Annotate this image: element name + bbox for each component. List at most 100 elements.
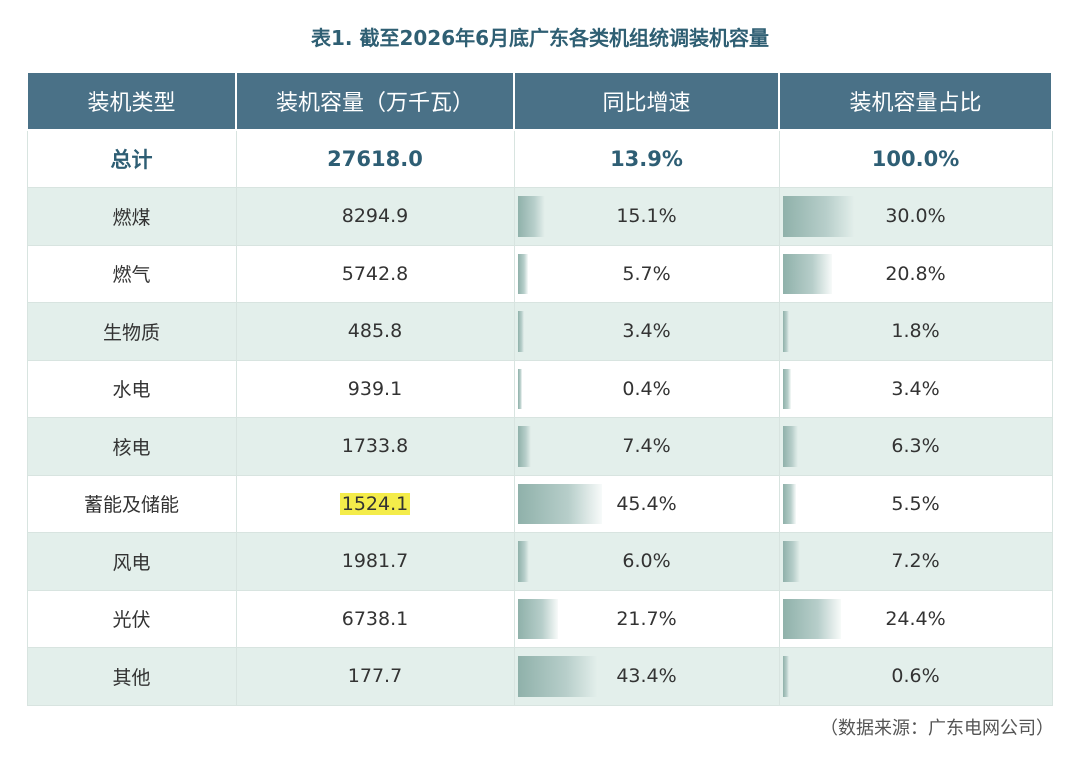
growth-bar [517, 253, 529, 294]
growth-bar [517, 656, 598, 697]
header-share: 装机容量占比 [778, 71, 1053, 131]
share-bar [782, 253, 833, 294]
share-bar [782, 368, 791, 409]
share-bar [782, 541, 800, 582]
growth-bar [517, 196, 546, 237]
cell-type: 燃气 [26, 244, 237, 303]
cell-growth: 7.4% [513, 417, 780, 476]
cell-capacity: 1524.1 [235, 474, 515, 533]
capacity-table: 装机类型 装机容量（万千瓦） 同比增速 装机容量占比 总计 27618.0 13… [26, 71, 1053, 706]
capacity-value: 485.8 [347, 320, 403, 343]
share-value: 5.5% [891, 492, 940, 515]
cell-type: 光伏 [26, 589, 237, 648]
header-row: 装机类型 装机容量（万千瓦） 同比增速 装机容量占比 [26, 71, 1053, 131]
cell-growth: 45.4% [513, 474, 780, 533]
capacity-value: 939.1 [347, 377, 403, 400]
cell-share: 20.8% [778, 244, 1053, 303]
cell-capacity: 177.7 [235, 647, 515, 706]
growth-value: 45.4% [616, 492, 677, 515]
share-bar [782, 598, 842, 639]
table-row: 燃气 5742.8 5.7% 20.8% [26, 244, 1053, 303]
capacity-value: 1733.8 [341, 435, 409, 458]
total-type: 总计 [26, 129, 237, 188]
cell-capacity: 6738.1 [235, 589, 515, 648]
share-bar [782, 311, 789, 352]
cell-type: 生物质 [26, 302, 237, 361]
capacity-value: 5742.8 [341, 262, 409, 285]
share-bar [782, 196, 855, 237]
growth-value: 3.4% [622, 320, 671, 343]
table-row: 燃煤 8294.9 15.1% 30.0% [26, 187, 1053, 246]
table-row: 其他 177.7 43.4% 0.6% [26, 647, 1053, 706]
cell-capacity: 8294.9 [235, 187, 515, 246]
cell-type: 燃煤 [26, 187, 237, 246]
cell-capacity: 1981.7 [235, 532, 515, 591]
cell-growth: 6.0% [513, 532, 780, 591]
share-value: 6.3% [891, 435, 940, 458]
cell-share: 0.6% [778, 647, 1053, 706]
table-row: 核电 1733.8 7.4% 6.3% [26, 417, 1053, 476]
share-bar [782, 426, 798, 467]
share-value: 7.2% [891, 550, 940, 573]
growth-bar [517, 368, 522, 409]
cell-growth: 43.4% [513, 647, 780, 706]
share-value: 1.8% [891, 320, 940, 343]
growth-value: 5.7% [622, 262, 671, 285]
header-type: 装机类型 [26, 71, 237, 131]
cell-type: 风电 [26, 532, 237, 591]
share-value: 30.0% [885, 205, 946, 228]
cell-type: 水电 [26, 359, 237, 418]
growth-bar [517, 541, 529, 582]
share-value: 3.4% [891, 377, 940, 400]
cell-growth: 21.7% [513, 589, 780, 648]
cell-type: 其他 [26, 647, 237, 706]
cell-capacity: 5742.8 [235, 244, 515, 303]
table-row: 蓄能及储能 1524.1 45.4% 5.5% [26, 474, 1053, 533]
cell-share: 3.4% [778, 359, 1053, 418]
header-growth: 同比增速 [513, 71, 780, 131]
share-bar [782, 656, 789, 697]
share-value: 20.8% [885, 262, 946, 285]
cell-growth: 5.7% [513, 244, 780, 303]
cell-share: 1.8% [778, 302, 1053, 361]
table-title: 表1. 截至2026年6月底广东各类机组统调装机容量 [310, 26, 770, 50]
cell-share: 7.2% [778, 532, 1053, 591]
table-row: 水电 939.1 0.4% 3.4% [26, 359, 1053, 418]
capacity-value: 177.7 [347, 665, 403, 688]
cell-capacity: 1733.8 [235, 417, 515, 476]
cell-growth: 3.4% [513, 302, 780, 361]
total-capacity: 27618.0 [235, 129, 515, 188]
total-row: 总计 27618.0 13.9% 100.0% [26, 129, 1053, 188]
table-row: 光伏 6738.1 21.7% 24.4% [26, 589, 1053, 648]
cell-share: 5.5% [778, 474, 1053, 533]
growth-value: 0.4% [622, 377, 671, 400]
growth-bar [517, 311, 524, 352]
cell-share: 30.0% [778, 187, 1053, 246]
table-row: 生物质 485.8 3.4% 1.8% [26, 302, 1053, 361]
growth-value: 15.1% [616, 205, 677, 228]
cell-share: 24.4% [778, 589, 1053, 648]
cell-capacity: 485.8 [235, 302, 515, 361]
share-value: 0.6% [891, 665, 940, 688]
growth-value: 7.4% [622, 435, 671, 458]
cell-type: 核电 [26, 417, 237, 476]
capacity-value: 1524.1 [339, 492, 411, 515]
growth-bar [517, 426, 532, 467]
cell-capacity: 939.1 [235, 359, 515, 418]
capacity-value: 8294.9 [341, 205, 409, 228]
growth-bar [517, 598, 558, 639]
cell-share: 6.3% [778, 417, 1053, 476]
cell-growth: 0.4% [513, 359, 780, 418]
growth-value: 43.4% [616, 665, 677, 688]
cell-type: 蓄能及储能 [26, 474, 237, 533]
table-row: 风电 1981.7 6.0% 7.2% [26, 532, 1053, 591]
growth-bar [517, 483, 602, 524]
capacity-value: 1981.7 [341, 550, 409, 573]
capacity-value: 6738.1 [341, 607, 409, 630]
share-bar [782, 483, 796, 524]
total-growth: 13.9% [513, 129, 780, 188]
total-share: 100.0% [778, 129, 1053, 188]
data-source: （数据来源：广东电网公司） [820, 718, 1054, 739]
share-value: 24.4% [885, 607, 946, 630]
header-capacity: 装机容量（万千瓦） [235, 71, 515, 131]
